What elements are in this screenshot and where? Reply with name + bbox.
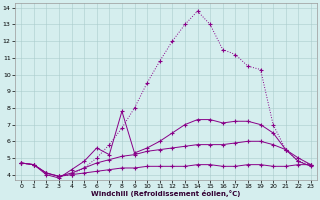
X-axis label: Windchill (Refroidissement éolien,°C): Windchill (Refroidissement éolien,°C) [91,190,241,197]
